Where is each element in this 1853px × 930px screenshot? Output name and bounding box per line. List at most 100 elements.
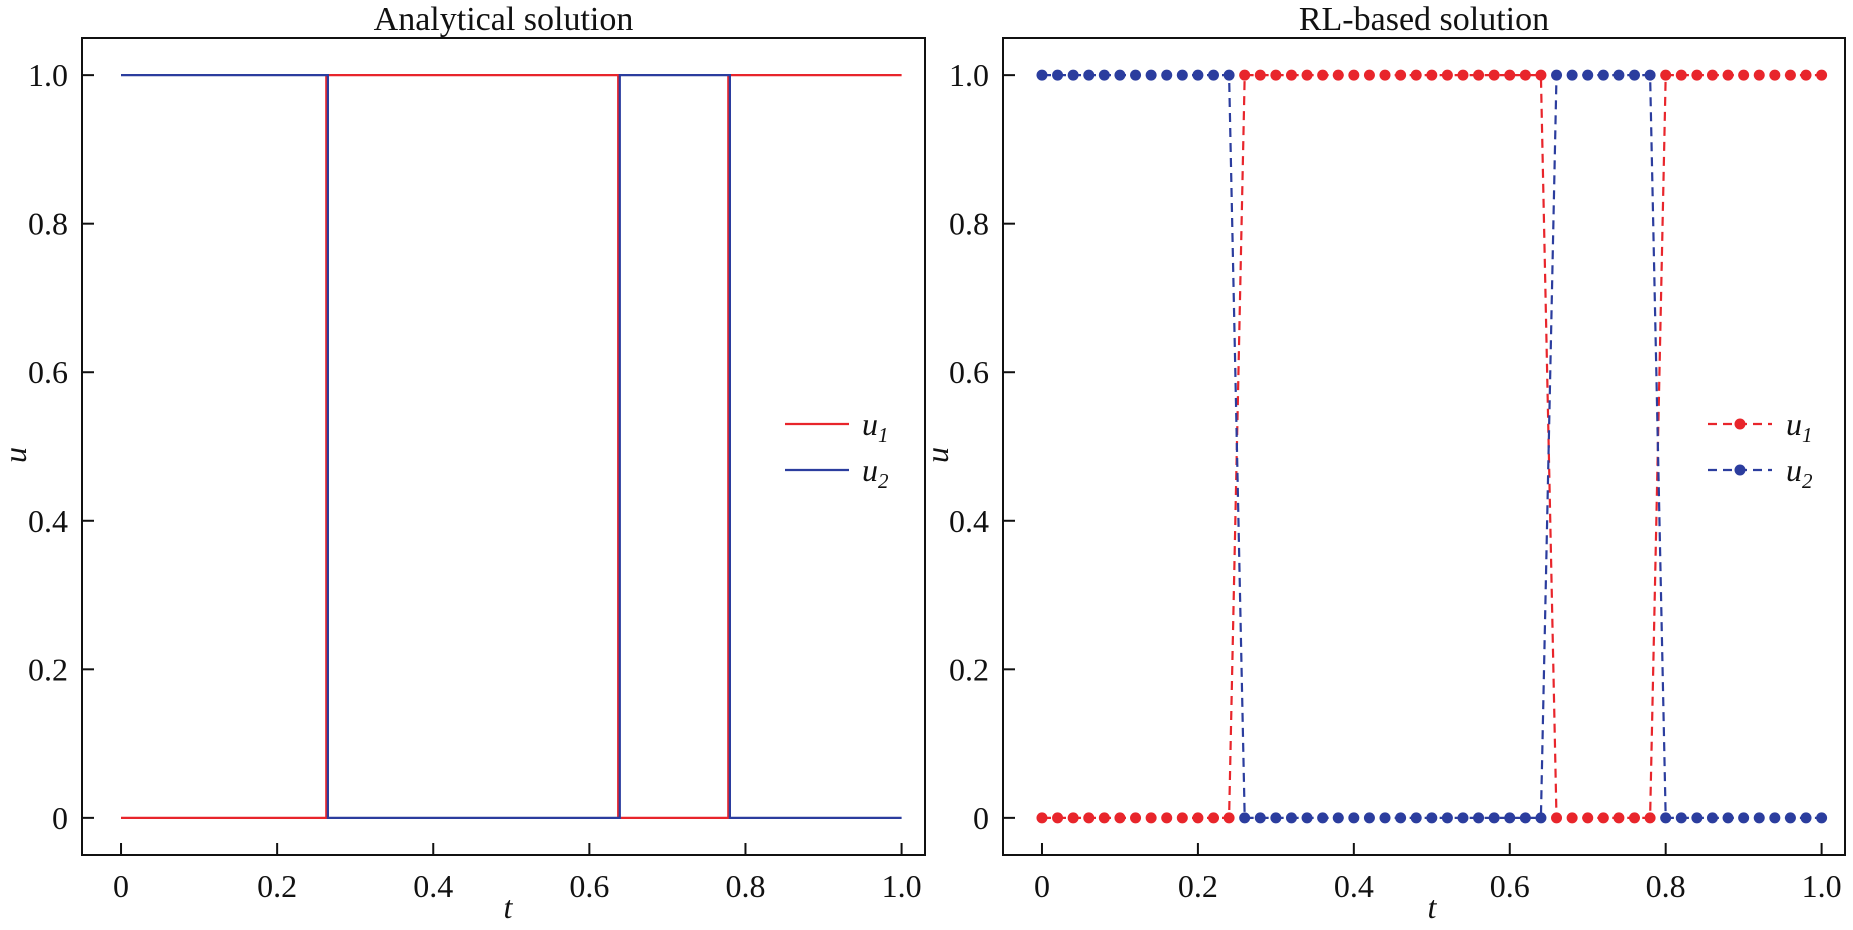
data-point-u1 [1301,69,1313,81]
data-point-u2 [1285,812,1297,824]
data-point-u2 [1784,812,1796,824]
x-tick-label: 0 [1034,868,1050,904]
data-point-u1 [1317,69,1329,81]
y-tick-label: 0.2 [949,651,989,687]
data-point-u1 [1784,69,1796,81]
data-point-u1 [1130,812,1142,824]
chart-title: Analytical solution [374,1,634,38]
legend-label-u2: u2 [1786,452,1813,493]
x-tick-label: 1.0 [1802,868,1842,904]
data-point-u2 [1192,69,1204,81]
chart-panel-2: RL-based solution 0 0.2 0.4 0.6 0.8 1.0 0 0.2 0.4… [919,1,1846,925]
legend-label-u1: u1 [1786,406,1813,447]
data-point-u1 [1145,812,1157,824]
legend-label-base: u [862,406,878,442]
data-point-u1 [1332,69,1344,81]
y-tick-label: 0.4 [28,503,68,539]
legend-label-subscript: 1 [1802,423,1813,447]
data-point-u1 [1098,812,1110,824]
data-point-u2 [1457,812,1469,824]
data-point-u1 [1036,812,1048,824]
chart-panel-1: Analytical solution 0 0.2 0.4 0.6 0.8 1.0 0 0.2 0… [0,1,926,925]
plot-frame [1002,37,1846,856]
x-axis-label: t [504,889,514,925]
legend-label-base: u [1786,452,1802,488]
x-tick-label: 0.6 [569,868,609,904]
data-point-u2 [1145,69,1157,81]
data-point-u2 [1348,812,1360,824]
y-tick-label: 0.6 [949,354,989,390]
data-point-u2 [1441,812,1453,824]
y-tick-label: 0.2 [28,651,68,687]
series-line-u1 [121,73,902,820]
x-tick-label: 0.4 [413,868,453,904]
legend-label-u2: u2 [862,452,889,493]
data-point-u2 [1551,69,1563,81]
data-point-u1 [1816,69,1828,81]
data-point-u2 [1706,812,1718,824]
x-tick-label: 1.0 [882,868,922,904]
x-axis-label: t [1428,889,1438,925]
data-point-u2 [1816,812,1828,824]
legend-marker-u2 [1734,464,1746,476]
data-point-u2 [1738,812,1750,824]
data-point-u1 [1083,812,1095,824]
data-point-u2 [1660,812,1672,824]
data-point-u1 [1800,69,1812,81]
data-point-u2 [1629,69,1640,81]
x-tick-label: 0.8 [725,868,765,904]
data-point-u1 [1519,69,1531,81]
data-point-u2 [1535,812,1547,824]
data-point-u2 [1130,69,1142,81]
data-point-u1 [1426,69,1438,81]
data-point-u2 [1067,69,1079,81]
data-point-u2 [1098,69,1110,81]
data-point-u2 [1114,69,1126,81]
data-point-u1 [1270,69,1282,81]
data-point-u2 [1753,812,1765,824]
data-point-u1 [1753,69,1765,81]
data-point-u2 [1379,812,1391,824]
y-tick-label: 0.6 [28,354,68,390]
legend-marker-u1 [1734,418,1746,430]
data-point-u2 [1566,69,1578,81]
data-point-u1 [1629,812,1640,824]
x-tick-label: 0.8 [1646,868,1686,904]
data-point-u2 [1270,812,1282,824]
data-point-u2 [1722,812,1734,824]
data-point-u2 [1504,812,1516,824]
data-point-u2 [1332,812,1344,824]
data-point-u2 [1208,69,1219,81]
y-axis-label: u [919,447,955,463]
data-point-u1 [1192,812,1204,824]
data-point-u1 [1395,69,1407,81]
data-point-u1 [1769,69,1781,81]
y-tick-label: 1.0 [949,57,989,93]
data-point-u1 [1660,69,1672,81]
data-point-u1 [1161,812,1173,824]
data-point-u1 [1223,812,1235,824]
data-point-u2 [1769,812,1781,824]
series-line-u2 [1042,73,1822,820]
data-point-u2 [1052,69,1064,81]
data-point-u2 [1675,812,1687,824]
data-point-u2 [1395,812,1407,824]
series-u1 [121,73,902,820]
data-point-u1 [1644,812,1656,824]
series-u1 [1036,69,1828,824]
series-line-u2 [121,73,902,820]
data-point-u2 [1597,69,1609,81]
data-point-u2 [1254,812,1266,824]
data-point-u2 [1317,812,1329,824]
y-tick-label: 0.8 [949,206,989,242]
data-point-u2 [1239,812,1251,824]
data-point-u2 [1410,812,1422,824]
x-tick-label: 0.4 [1334,868,1374,904]
plot-frame [81,37,926,856]
legend-label-base: u [862,452,878,488]
data-point-u1 [1067,812,1079,824]
data-point-u2 [1800,812,1812,824]
data-point-u2 [1691,812,1703,824]
y-tick-label: 1.0 [28,57,68,93]
data-point-u1 [1706,69,1718,81]
